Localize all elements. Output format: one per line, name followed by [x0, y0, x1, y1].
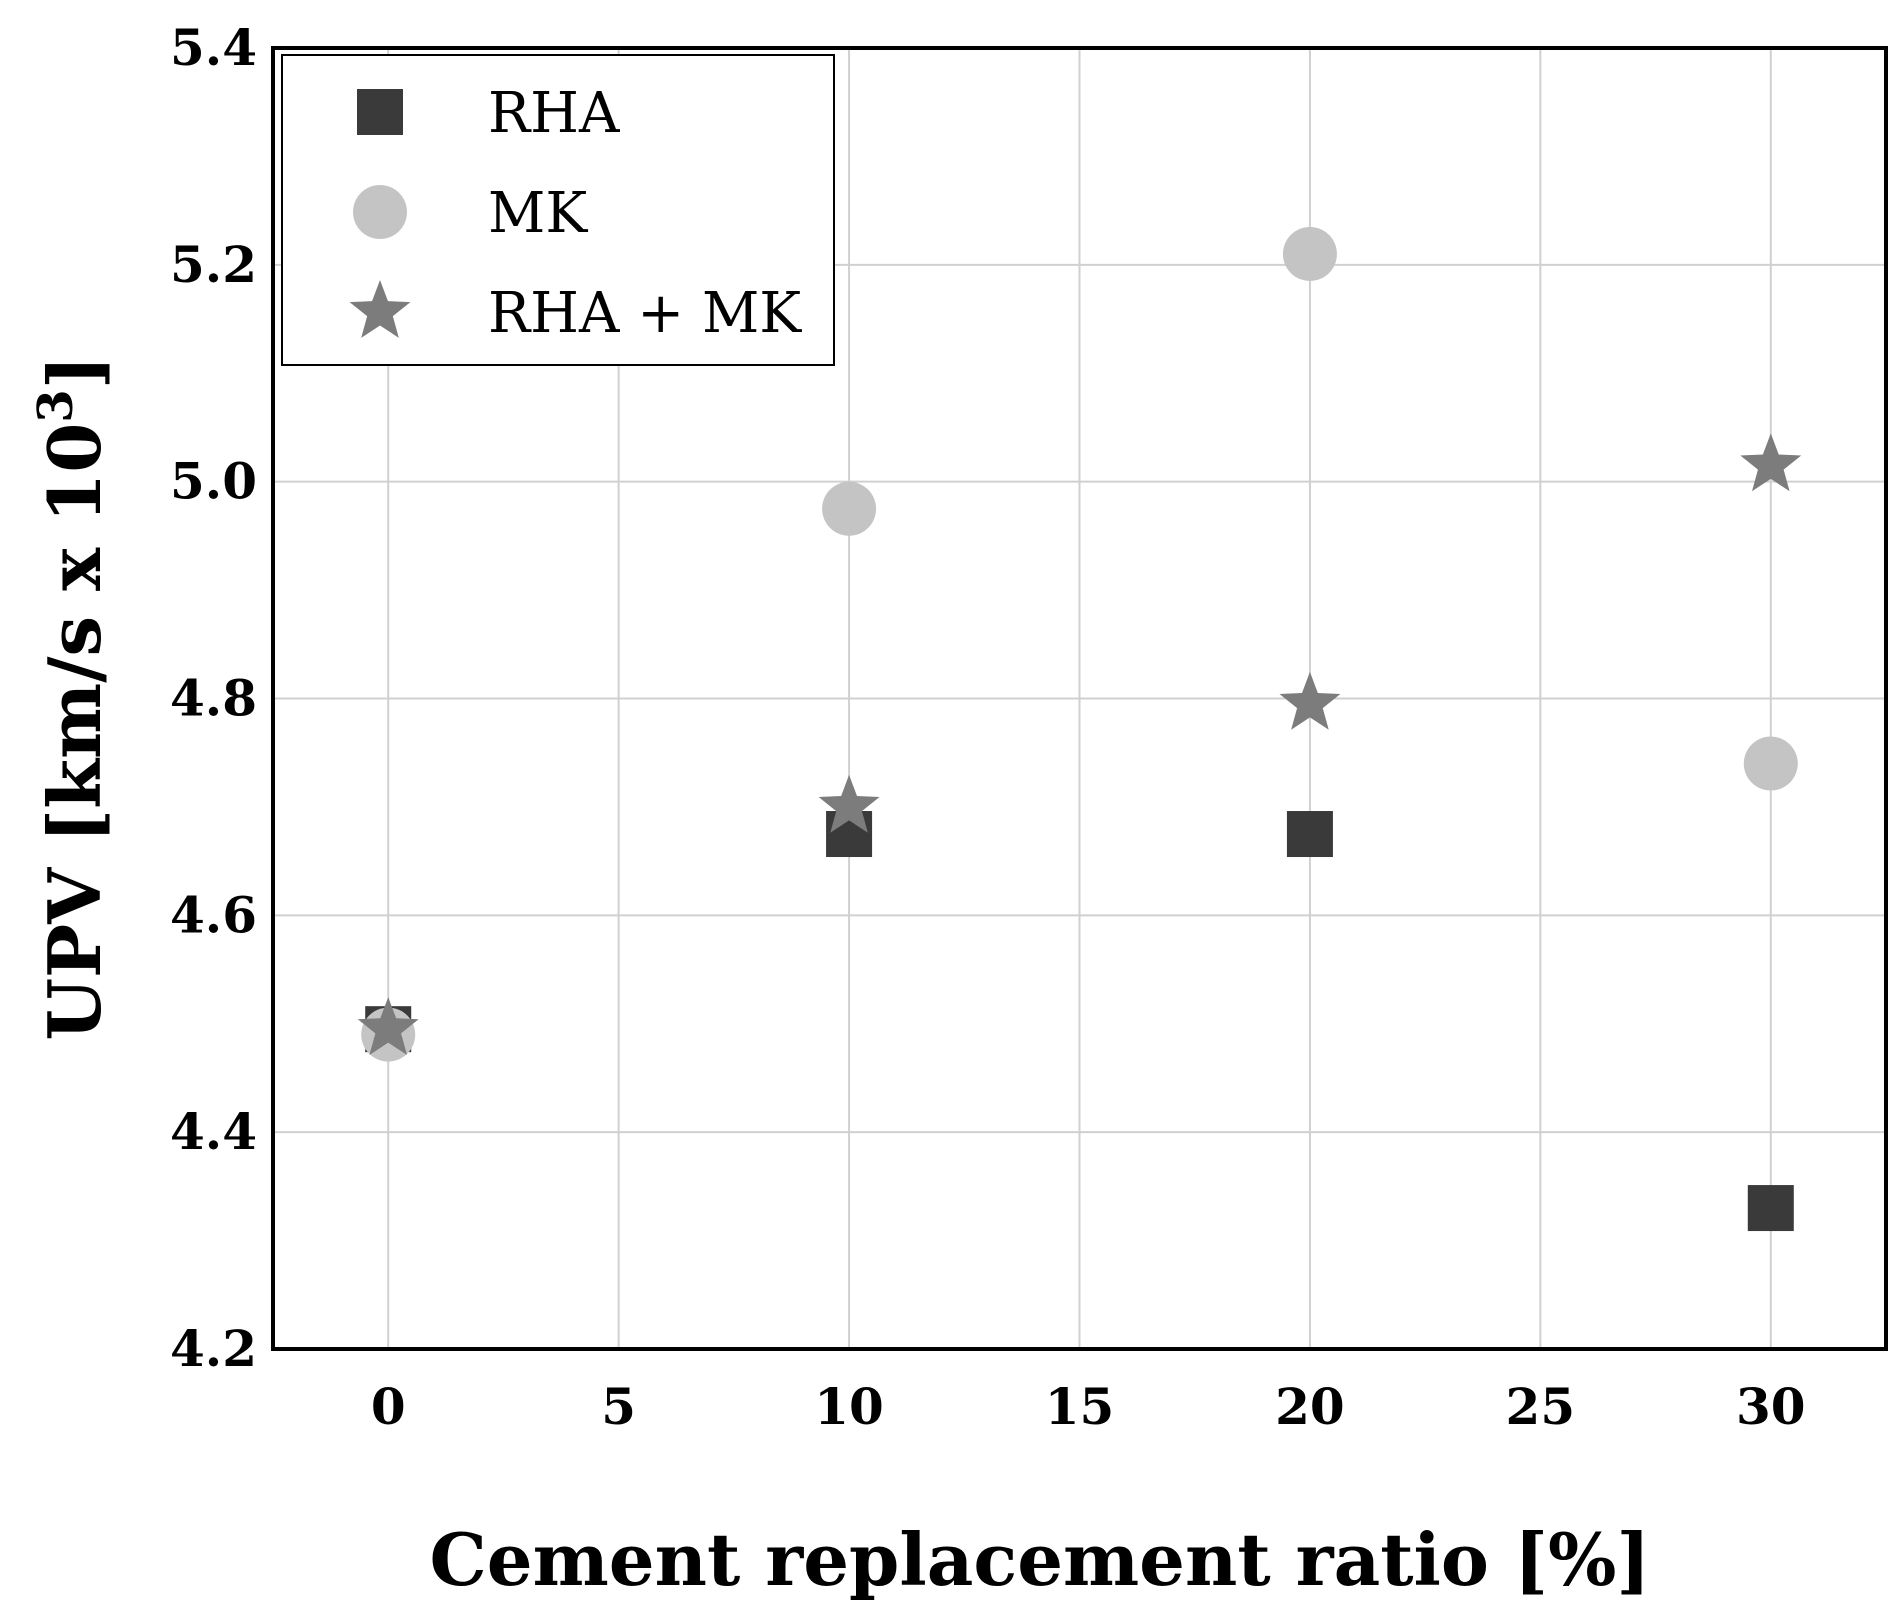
legend-label-rha: RHA: [488, 81, 620, 146]
point-rha: [1286, 811, 1333, 858]
legend-label-rha-mk: RHA + MK: [488, 281, 802, 346]
x-tick-label: 10: [814, 1377, 884, 1436]
y-tick-label: 4.4: [170, 1102, 257, 1161]
point-rha-mk: [818, 774, 880, 833]
y-tick-label: 4.8: [170, 669, 257, 728]
legend-label-mk: MK: [488, 181, 588, 246]
point-rha-mk: [1740, 433, 1802, 492]
plot-frame: [271, 46, 1888, 1351]
legend-items: RHA MK RHA + MK: [349, 81, 802, 346]
y-tick-label: 4.2: [170, 1319, 257, 1378]
point-rha-mk: [1279, 671, 1341, 730]
x-axis-title: Cement replacement ratio [%]: [429, 1517, 1650, 1602]
legend: RHA MK RHA + MK: [281, 54, 835, 366]
y-tick-label: 5.4: [170, 18, 257, 77]
y-tick-label: 4.6: [170, 885, 257, 944]
y-axis-title-superscript: 3: [28, 389, 84, 422]
point-mk: [1282, 226, 1337, 281]
point-rha: [1747, 1185, 1794, 1232]
y-tick-label: 5.0: [170, 452, 257, 511]
tick-label-layer: 0 5 10 15 20 25 30 4.2 4.4 4.6 4.8 5.0 5.2 5.4: [170, 18, 1806, 1436]
x-tick-label: 30: [1736, 1377, 1806, 1436]
point-mk: [822, 481, 877, 536]
y-axis-title-end: ]: [32, 355, 117, 389]
legend-marker-mk: [353, 185, 407, 239]
point-mk: [1743, 736, 1798, 791]
y-axis-title-main: UPV [km/s x 10: [32, 423, 117, 1041]
x-tick-label: 25: [1506, 1377, 1576, 1436]
point-rha-mk: [357, 997, 419, 1056]
x-tick-label: 5: [601, 1377, 636, 1436]
legend-marker-rha: [357, 89, 403, 135]
legend-marker-rha-mk: [349, 280, 411, 338]
x-tick-label: 15: [1045, 1377, 1115, 1436]
y-axis-title: UPV [km/s x 103]: [28, 355, 117, 1041]
x-tick-label: 0: [371, 1377, 406, 1436]
x-tick-label: 20: [1275, 1377, 1345, 1436]
y-tick-label: 5.2: [170, 235, 257, 294]
marks-layer: [357, 226, 1802, 1232]
